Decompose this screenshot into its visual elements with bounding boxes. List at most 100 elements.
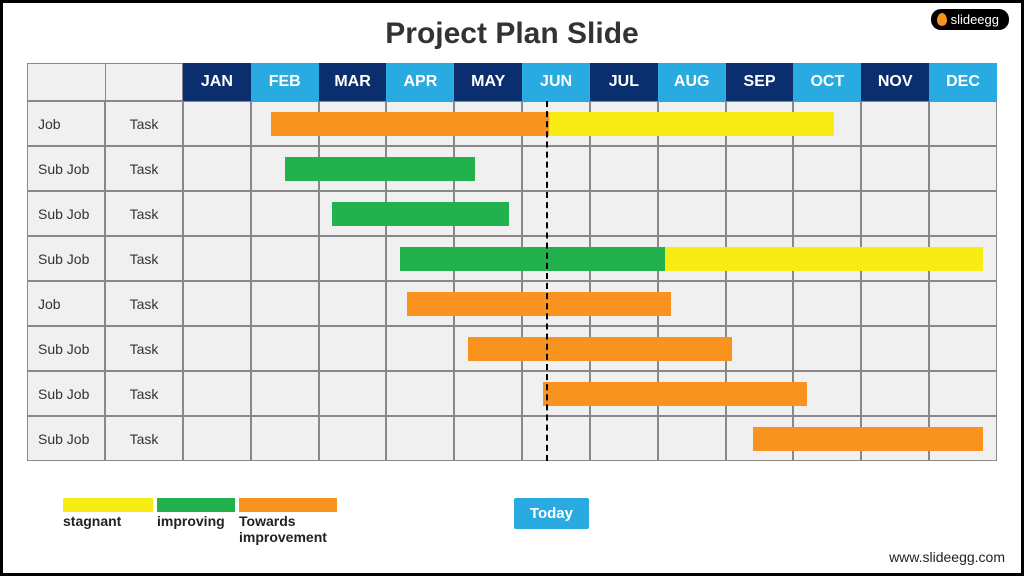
grid-cell xyxy=(726,416,794,461)
grid-cell xyxy=(726,101,794,146)
grid-cell xyxy=(929,371,997,416)
grid-cell xyxy=(590,371,658,416)
slide: slideegg Project Plan Slide JANFEBMARAPR… xyxy=(0,0,1024,576)
row-task-label: Task xyxy=(105,371,183,416)
row-label: Sub Job xyxy=(27,236,105,281)
grid-cell xyxy=(386,281,454,326)
table-row: Sub JobTask xyxy=(27,326,997,371)
grid-cell xyxy=(386,371,454,416)
grid-cell xyxy=(590,281,658,326)
grid-cell xyxy=(454,191,522,236)
grid-cell xyxy=(386,326,454,371)
grid-cell xyxy=(929,236,997,281)
page-title: Project Plan Slide xyxy=(3,3,1021,59)
grid-cell xyxy=(522,236,590,281)
grid-cell xyxy=(183,326,251,371)
grid-cell xyxy=(726,371,794,416)
row-label: Sub Job xyxy=(27,191,105,236)
grid-cell xyxy=(793,416,861,461)
grid-cell xyxy=(590,101,658,146)
row-task-label: Task xyxy=(105,281,183,326)
legend-swatch xyxy=(63,498,153,512)
grid-cell xyxy=(454,236,522,281)
row-task-label: Task xyxy=(105,101,183,146)
site-url: www.slideegg.com xyxy=(889,549,1005,565)
grid-cell xyxy=(319,281,387,326)
grid-cell xyxy=(251,146,319,191)
legend-label: improving xyxy=(157,514,225,529)
month-header: APR xyxy=(386,63,454,101)
legend: stagnant improving Towardsimprovement xyxy=(63,498,337,545)
row-task-label: Task xyxy=(105,326,183,371)
legend-item: improving xyxy=(157,498,235,529)
grid-cell xyxy=(454,101,522,146)
row-task-label: Task xyxy=(105,191,183,236)
grid-cell xyxy=(522,191,590,236)
month-header: NOV xyxy=(861,63,929,101)
grid-cell xyxy=(319,326,387,371)
grid-cell xyxy=(590,326,658,371)
brand-logo: slideegg xyxy=(931,9,1009,30)
header-blank-2 xyxy=(105,63,183,101)
grid-cell xyxy=(658,416,726,461)
month-header: SEP xyxy=(726,63,794,101)
grid-cell xyxy=(793,146,861,191)
grid-cell xyxy=(386,416,454,461)
grid-cell xyxy=(861,371,929,416)
grid-cell xyxy=(793,281,861,326)
grid-cell xyxy=(319,101,387,146)
grid-cell xyxy=(183,371,251,416)
grid-cell xyxy=(386,191,454,236)
grid-cell xyxy=(319,146,387,191)
row-task-label: Task xyxy=(105,236,183,281)
grid-cell xyxy=(454,146,522,191)
grid-cell xyxy=(522,281,590,326)
grid-cell xyxy=(726,146,794,191)
header-row: JANFEBMARAPRMAYJUNJULAUGSEPOCTNOVDEC xyxy=(27,63,997,101)
grid-cell xyxy=(658,146,726,191)
row-label: Sub Job xyxy=(27,146,105,191)
grid-cell xyxy=(454,416,522,461)
grid-cell xyxy=(861,416,929,461)
grid-cell xyxy=(183,416,251,461)
grid-cell xyxy=(590,236,658,281)
grid-cell xyxy=(183,191,251,236)
grid-cell xyxy=(522,416,590,461)
grid-cell xyxy=(929,146,997,191)
legend-item: stagnant xyxy=(63,498,153,529)
grid-cell xyxy=(251,236,319,281)
legend-label: Towardsimprovement xyxy=(239,514,327,545)
grid-cell xyxy=(658,326,726,371)
grid-cell xyxy=(319,416,387,461)
grid-cell xyxy=(726,191,794,236)
month-header: AUG xyxy=(658,63,726,101)
grid-cell xyxy=(726,326,794,371)
today-button[interactable]: Today xyxy=(514,498,589,529)
row-label: Sub Job xyxy=(27,416,105,461)
grid-cell xyxy=(522,146,590,191)
grid-cell xyxy=(861,191,929,236)
grid-cell xyxy=(319,236,387,281)
grid-cell xyxy=(251,191,319,236)
row-label: Sub Job xyxy=(27,371,105,416)
table-row: JobTask xyxy=(27,101,997,146)
grid-cell xyxy=(251,281,319,326)
grid-cell xyxy=(658,236,726,281)
legend-label: stagnant xyxy=(63,514,121,529)
gantt-chart: JANFEBMARAPRMAYJUNJULAUGSEPOCTNOVDECJobT… xyxy=(27,63,997,461)
grid-cell xyxy=(793,236,861,281)
grid-cell xyxy=(454,281,522,326)
grid-cell xyxy=(929,191,997,236)
grid-cell xyxy=(590,191,658,236)
grid-cell xyxy=(590,416,658,461)
row-label: Job xyxy=(27,101,105,146)
grid-cell xyxy=(386,146,454,191)
grid-cell xyxy=(861,101,929,146)
row-label: Sub Job xyxy=(27,326,105,371)
grid-cell xyxy=(522,326,590,371)
grid-cell xyxy=(251,101,319,146)
grid-cell xyxy=(386,101,454,146)
grid-cell xyxy=(929,281,997,326)
grid-cell xyxy=(183,281,251,326)
grid-cell xyxy=(929,416,997,461)
